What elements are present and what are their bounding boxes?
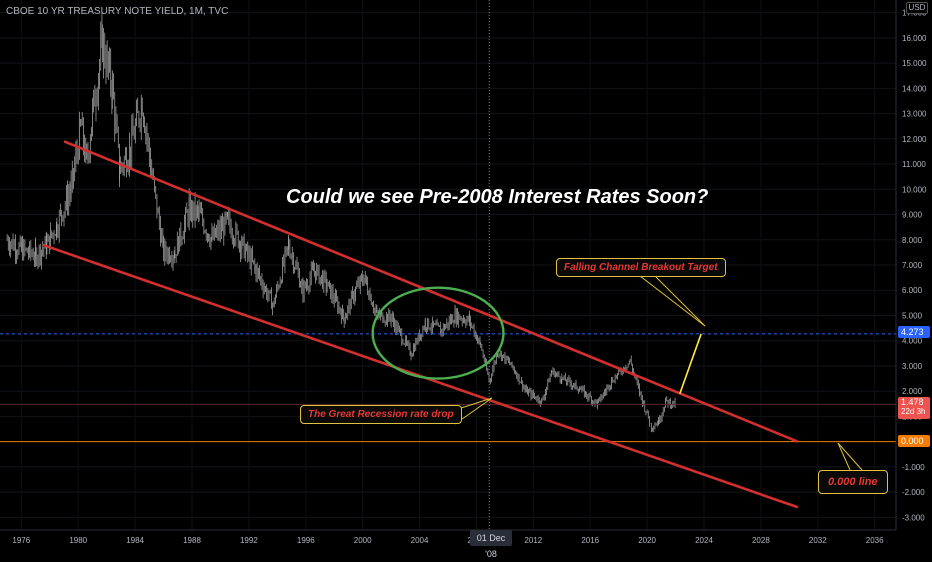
symbol-title: CBOE 10 YR TREASURY NOTE YIELD, 1M, TVC bbox=[6, 6, 229, 17]
time-axis: 1976198019841988199219962000200420082012… bbox=[0, 529, 896, 545]
current-price-label: 1.478 22d 3h bbox=[898, 397, 930, 419]
y-tick-label: 8.000 bbox=[902, 236, 923, 245]
y-tick-label: 13.000 bbox=[902, 110, 927, 119]
breakout-note-pointer bbox=[639, 275, 706, 327]
current-price-value: 1.478 bbox=[901, 397, 924, 407]
x-tick-label: 2004 bbox=[411, 536, 429, 545]
y-tick-label: 11.000 bbox=[902, 160, 926, 169]
chart-headline: Could we see Pre-2008 Interest Rates Soo… bbox=[286, 186, 709, 208]
target-projection-line bbox=[679, 333, 702, 394]
y-tick-label: -1.000 bbox=[902, 463, 925, 472]
zero-line-note[interactable]: 0.000 line bbox=[818, 470, 888, 494]
zero-note-pointer bbox=[837, 442, 851, 471]
price-axis-bg bbox=[896, 0, 932, 550]
y-tick-label: 2.000 bbox=[902, 387, 923, 396]
price-series bbox=[6, 12, 676, 433]
x-tick-label: 2028 bbox=[752, 536, 770, 545]
x-tick-label: 2036 bbox=[866, 536, 884, 545]
currency-badge[interactable]: USD bbox=[906, 2, 928, 14]
y-tick-label: 15.000 bbox=[902, 59, 927, 68]
x-tick-label: 1996 bbox=[297, 536, 315, 545]
y-tick-label: 3.000 bbox=[902, 362, 923, 371]
x-tick-label: 2032 bbox=[809, 536, 827, 545]
y-tick-label: 4.000 bbox=[902, 337, 923, 346]
y-tick-label: 14.000 bbox=[902, 84, 927, 93]
recession-highlight-ellipse bbox=[371, 286, 505, 380]
y-tick-label: 10.000 bbox=[902, 185, 927, 194]
crosshair-date-label: 01 Dec '08 bbox=[470, 530, 512, 559]
x-tick-label: 1984 bbox=[126, 536, 144, 545]
bar-countdown: 22d 3h bbox=[901, 407, 926, 416]
chart-grid bbox=[0, 0, 896, 530]
target-price-label: 4.273 bbox=[898, 326, 930, 338]
y-tick-label: 12.000 bbox=[902, 135, 927, 144]
x-tick-label: 2016 bbox=[581, 536, 599, 545]
breakout-note-pointer bbox=[654, 275, 706, 327]
zero-note-pointer bbox=[837, 442, 863, 471]
x-tick-label: 1980 bbox=[69, 536, 87, 545]
recession-note[interactable]: The Great Recession rate drop bbox=[300, 405, 462, 424]
y-tick-label: 7.000 bbox=[902, 261, 923, 270]
x-tick-label: 2000 bbox=[354, 536, 372, 545]
y-tick-label: 5.000 bbox=[902, 311, 923, 320]
y-tick-label: -3.000 bbox=[902, 513, 925, 522]
x-tick-label: 2012 bbox=[524, 536, 542, 545]
x-tick-label: 1992 bbox=[240, 536, 258, 545]
breakout-target-note[interactable]: Falling Channel Breakout Target bbox=[556, 258, 726, 277]
price-chart[interactable]: 17.00016.00015.00014.00013.00012.00011.0… bbox=[0, 0, 932, 550]
x-tick-label: 2024 bbox=[695, 536, 713, 545]
y-tick-label: 9.000 bbox=[902, 211, 923, 220]
chart-drawings bbox=[0, 0, 896, 530]
x-tick-label: 1988 bbox=[183, 536, 201, 545]
x-tick-label: 2020 bbox=[638, 536, 656, 545]
x-tick-label: 1976 bbox=[12, 536, 30, 545]
y-tick-label: 16.000 bbox=[902, 34, 927, 43]
zero-price-label: 0.000 bbox=[898, 435, 930, 447]
price-axis: 17.00016.00015.00014.00013.00012.00011.0… bbox=[895, 0, 932, 550]
y-tick-label: 6.000 bbox=[902, 286, 923, 295]
y-tick-label: -2.000 bbox=[902, 488, 925, 497]
channel-upper-line bbox=[63, 140, 799, 443]
